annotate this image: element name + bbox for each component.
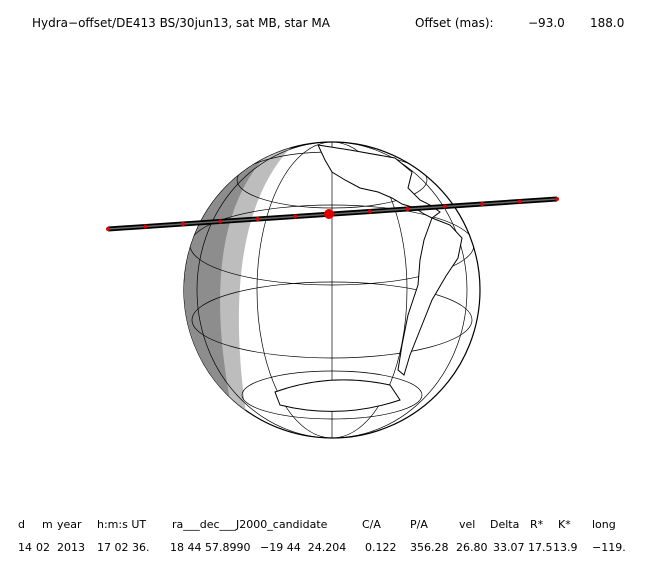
row-cell: 33.07 [493, 541, 525, 554]
header-cell: h:m:s UT [97, 518, 146, 531]
header-cell: d [18, 518, 25, 531]
header-cell: C/A [362, 518, 381, 531]
globe [183, 141, 481, 439]
row-cell: 2013 [57, 541, 85, 554]
row-cell: 17 02 36. [97, 541, 149, 554]
row-cell: −19 44 24.204 [260, 541, 346, 554]
row-cell: −119. [592, 541, 626, 554]
header-cell: long [592, 518, 616, 531]
offset-label: Offset (mas): [415, 16, 494, 30]
path-dot [106, 227, 110, 231]
path-dot [442, 204, 447, 209]
path-dot [367, 209, 372, 214]
table-row: 14 02 2013 17 02 36. 18 44 57.8990 −19 4… [18, 541, 626, 554]
row-cell: 02 [36, 541, 50, 554]
header-cell: year [57, 518, 82, 531]
header-cell: K* [558, 518, 571, 531]
path-dot [555, 197, 559, 201]
header-cell: P/A [410, 518, 428, 531]
path-dot [180, 222, 185, 226]
title: Hydra−offset/DE413 BS/30jun13, sat MB, s… [32, 16, 331, 30]
path-dot [218, 219, 223, 224]
offset-value: 188.0 [590, 16, 624, 30]
row-cell: 14 [18, 541, 32, 554]
header-cell: Delta [490, 518, 519, 531]
header-cell: R* [530, 518, 544, 531]
path-dot [405, 207, 410, 211]
table-header: d m year h:m:s UT ra___dec___J2000_candi… [18, 518, 616, 531]
path-dot [293, 214, 298, 219]
row-cell: 18 44 57.8990 [170, 541, 250, 554]
row-cell: 26.80 [456, 541, 488, 554]
offset-value: −93.0 [528, 16, 565, 30]
path-dot [255, 217, 260, 221]
row-cell: 17.5 [528, 541, 553, 554]
row-cell: 0.122 [365, 541, 397, 554]
header-cell: vel [459, 518, 475, 531]
header-cell: ra___dec___J2000_candidate [172, 518, 328, 531]
row-cell: 13.9 [553, 541, 578, 554]
header-cell: m [42, 518, 53, 531]
path-dot [480, 202, 485, 206]
path-dot [517, 199, 522, 204]
row-cell: 356.28 [410, 541, 449, 554]
path-dot [143, 224, 148, 229]
shadow-path [106, 196, 559, 232]
